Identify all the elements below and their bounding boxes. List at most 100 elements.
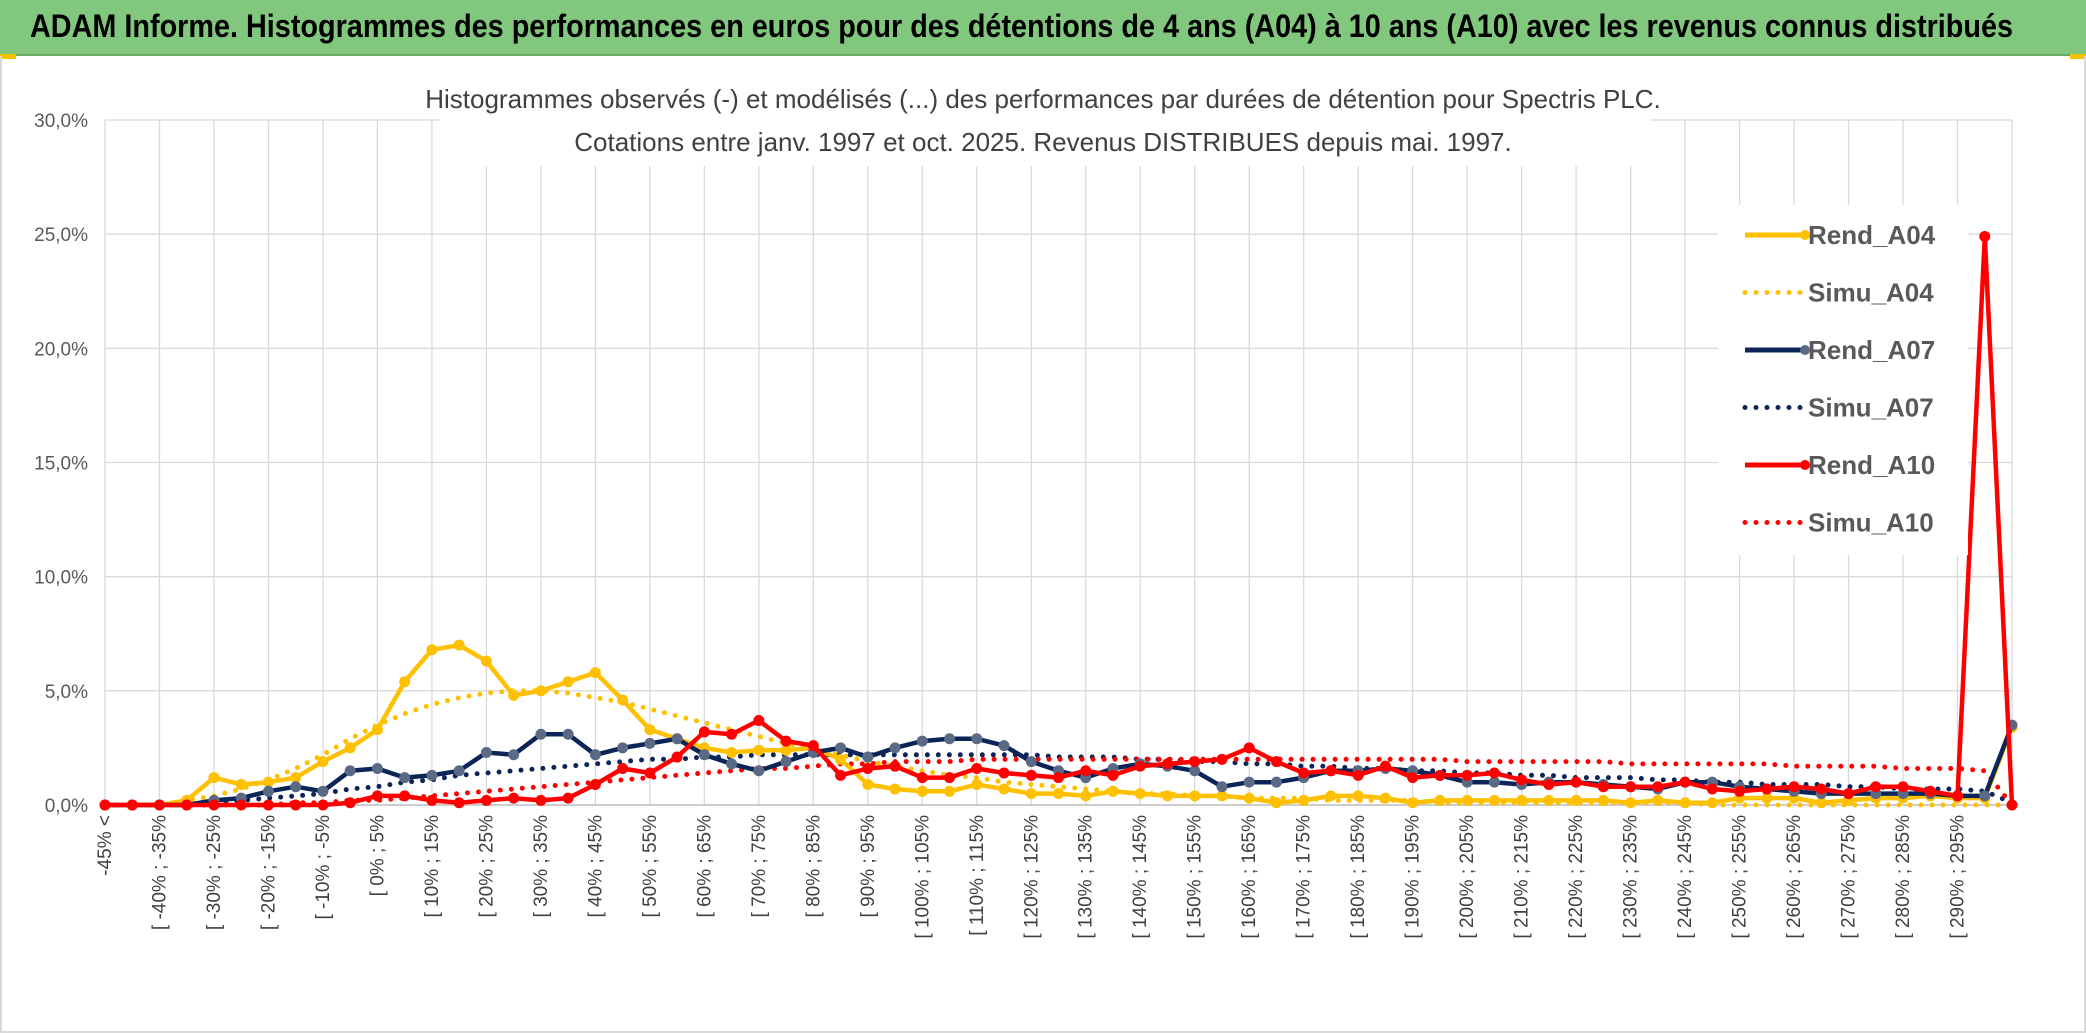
data-point-rend-a04 (535, 685, 547, 697)
data-point-rend-a04 (1298, 794, 1310, 806)
data-point-rend-a10 (1080, 765, 1092, 777)
data-point-rend-a10 (1352, 769, 1364, 781)
data-point-rend-a10 (399, 790, 411, 802)
x-tick-label: [ 220% ; 225% (1566, 815, 1587, 939)
x-tick-label: [ -30% ; -25% (204, 815, 225, 930)
x-tick-label: [ 180% ; 185% (1348, 815, 1369, 939)
data-point-rend-a04 (971, 778, 983, 790)
data-point-rend-a04 (1706, 797, 1718, 809)
data-point-rend-a10 (1924, 785, 1936, 797)
data-point-rend-a04 (480, 655, 492, 667)
data-point-rend-a10 (99, 799, 111, 811)
data-point-rend-a04 (726, 746, 738, 758)
report-title: ADAM Informe. Histogrammes des performan… (30, 8, 2014, 44)
data-point-rend-a10 (1298, 767, 1310, 779)
x-tick-label: [ 170% ; 175% (1294, 815, 1315, 939)
data-point-rend-a10 (1815, 783, 1827, 795)
data-point-rend-a04 (1407, 797, 1419, 809)
data-point-rend-a10 (1679, 776, 1691, 788)
data-point-rend-a04 (753, 744, 765, 756)
data-point-rend-a10 (426, 794, 438, 806)
x-tick-label: [ 90% ; 95% (858, 815, 879, 918)
data-point-rend-a04 (262, 776, 274, 788)
data-point-rend-a10 (1597, 781, 1609, 793)
data-point-rend-a07 (780, 756, 792, 768)
data-point-rend-a07 (1025, 756, 1037, 768)
x-tick-label: [ 0% ; 5% (367, 815, 388, 896)
data-point-rend-a04 (426, 644, 438, 656)
x-tick-label: [ -40% ; -35% (149, 815, 170, 930)
data-point-rend-a04 (1107, 785, 1119, 797)
x-tick-label: [ 240% ; 245% (1675, 815, 1696, 939)
legend-label-simu-a04: Simu_A04 (1808, 278, 1934, 308)
data-point-rend-a04 (1189, 790, 1201, 802)
data-point-rend-a10 (1625, 781, 1637, 793)
data-point-rend-a07 (535, 728, 547, 740)
y-tick-label: 5,0% (45, 682, 88, 703)
data-point-rend-a10 (208, 799, 220, 811)
data-point-rend-a10 (1706, 783, 1718, 795)
data-point-rend-a07 (426, 769, 438, 781)
data-point-rend-a10 (1434, 769, 1446, 781)
data-point-rend-a04 (1652, 794, 1664, 806)
data-point-rend-a07 (453, 765, 465, 777)
report-banner: ADAM Informe. Histogrammes des performan… (0, 0, 2086, 56)
data-point-rend-a10 (508, 792, 520, 804)
data-point-rend-a10 (1570, 776, 1582, 788)
x-tick-label: [ 280% ; 285% (1893, 815, 1914, 939)
x-tick-label: [ 50% ; 55% (640, 815, 661, 918)
data-point-rend-a04 (1270, 797, 1282, 809)
data-point-rend-a10 (1788, 781, 1800, 793)
data-point-rend-a10 (1952, 790, 1964, 802)
data-point-rend-a04 (1325, 790, 1337, 802)
x-tick-label: [ 110% ; 115% (967, 815, 988, 936)
x-tick-label: -45% < (95, 815, 116, 876)
data-point-rend-a04 (1243, 792, 1255, 804)
y-tick-label: 10,0% (34, 568, 88, 589)
x-tick-label: [ 30% ; 35% (531, 815, 552, 918)
data-point-rend-a04 (1080, 790, 1092, 802)
data-point-rend-a04 (1570, 794, 1582, 806)
data-point-rend-a10 (1161, 758, 1173, 770)
x-tick-label: [ 150% ; 155% (1185, 815, 1206, 939)
data-point-rend-a04 (1434, 794, 1446, 806)
data-point-rend-a07 (862, 751, 874, 763)
x-tick-label: [ 270% ; 275% (1839, 815, 1860, 939)
x-tick-label: [ 160% ; 165% (1239, 815, 1260, 939)
data-point-rend-a04 (1597, 794, 1609, 806)
data-point-rend-a04 (453, 639, 465, 651)
data-point-rend-a04 (835, 753, 847, 765)
data-point-rend-a04 (1815, 797, 1827, 809)
data-point-rend-a10 (290, 799, 302, 811)
data-point-rend-a04 (235, 778, 247, 790)
data-point-rend-a10 (371, 790, 383, 802)
data-point-rend-a10 (262, 799, 274, 811)
legend-marker-rend-a10 (1800, 460, 1810, 470)
data-point-rend-a07 (589, 749, 601, 761)
x-tick-label: [ 230% ; 235% (1621, 815, 1642, 939)
data-point-rend-a10 (617, 762, 629, 774)
data-point-rend-a04 (1679, 797, 1691, 809)
x-tick-label: [ 80% ; 85% (803, 815, 824, 918)
data-point-rend-a10 (835, 769, 847, 781)
data-point-rend-a07 (916, 735, 928, 747)
x-tick-label: [ 260% ; 265% (1784, 815, 1805, 939)
data-point-rend-a10 (1516, 774, 1528, 786)
data-point-rend-a04 (508, 689, 520, 701)
data-point-rend-a07 (290, 781, 302, 793)
y-tick-label: 15,0% (34, 454, 88, 475)
data-point-rend-a04 (290, 772, 302, 784)
x-tick-label: [ -10% ; -5% (313, 815, 334, 920)
data-point-rend-a04 (944, 785, 956, 797)
data-point-rend-a10 (1543, 778, 1555, 790)
data-point-rend-a04 (862, 778, 874, 790)
data-point-rend-a10 (317, 799, 329, 811)
y-tick-label: 30,0% (34, 111, 88, 132)
x-tick-label: [ 70% ; 75% (749, 815, 770, 918)
data-point-rend-a10 (998, 767, 1010, 779)
data-point-rend-a10 (480, 794, 492, 806)
data-point-rend-a07 (971, 733, 983, 745)
data-point-rend-a04 (562, 676, 574, 688)
data-point-rend-a07 (344, 765, 356, 777)
